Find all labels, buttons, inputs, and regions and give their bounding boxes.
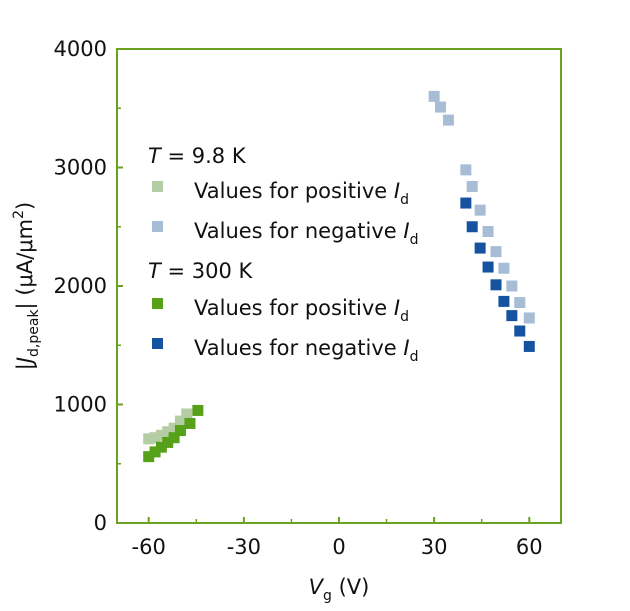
data-point xyxy=(442,114,454,126)
y-tick-label: 3000 xyxy=(54,156,107,180)
data-point xyxy=(514,325,526,337)
legend-label-9-8k-negative: Values for negative Id xyxy=(194,219,418,248)
data-point xyxy=(490,279,502,291)
legend-marker-300k-negative xyxy=(152,338,163,349)
data-point xyxy=(155,441,167,453)
legend-label-300k-negative: Values for negative Id xyxy=(194,336,418,365)
y-axis-ticks: 0 1000 2000 3000 4000 xyxy=(54,37,123,535)
data-point xyxy=(498,295,510,307)
x-tick-label: -60 xyxy=(132,535,166,559)
data-point xyxy=(466,180,478,192)
data-point xyxy=(506,310,518,322)
data-point xyxy=(460,164,472,176)
data-point xyxy=(466,221,478,233)
data-point xyxy=(523,340,535,352)
data-point xyxy=(428,90,440,102)
data-point xyxy=(498,262,510,274)
legend-marker-9-8k-positive xyxy=(152,181,163,192)
x-tick-label: 60 xyxy=(516,535,543,559)
data-point xyxy=(506,280,518,292)
x-axis-ticks: -60 -30 0 30 60 xyxy=(132,517,543,559)
data-point xyxy=(149,432,161,444)
legend-group-title-300k: T = 300 K xyxy=(148,259,254,283)
data-point xyxy=(174,425,186,437)
data-point xyxy=(143,451,155,463)
x-axis-title: Vg (V) xyxy=(309,575,370,604)
x-tick-label: 30 xyxy=(421,535,448,559)
data-point xyxy=(168,422,180,434)
data-point xyxy=(181,408,193,420)
data-point xyxy=(523,312,535,324)
legend: T = 9.8 K Values for positive Id Values … xyxy=(148,144,418,365)
data-point xyxy=(490,246,502,258)
y-axis-title: |Jd,peak| (μA/μm2) xyxy=(11,202,42,371)
data-point xyxy=(192,404,204,416)
data-point xyxy=(434,101,446,113)
data-point xyxy=(162,426,174,438)
data-point xyxy=(174,415,186,427)
data-point xyxy=(143,433,155,445)
x-tick-label: 0 xyxy=(332,535,345,559)
data-point xyxy=(149,446,161,458)
data-points xyxy=(143,90,535,463)
data-point xyxy=(482,225,494,237)
data-point xyxy=(482,261,494,273)
data-point xyxy=(162,436,174,448)
legend-group-title-9-8k: T = 9.8 K xyxy=(148,144,247,168)
y-tick-label: 4000 xyxy=(54,37,107,61)
data-point xyxy=(474,242,486,254)
legend-marker-300k-positive xyxy=(152,298,163,309)
y-tick-label: 1000 xyxy=(54,393,107,417)
data-point xyxy=(168,432,180,444)
legend-label-300k-positive: Values for positive Id xyxy=(194,296,409,325)
legend-label-9-8k-positive: Values for positive Id xyxy=(194,179,409,208)
x-tick-label: -30 xyxy=(227,535,261,559)
legend-marker-9-8k-negative xyxy=(152,221,163,232)
data-point xyxy=(460,197,472,209)
data-point xyxy=(474,204,486,216)
data-point xyxy=(184,417,196,429)
data-point xyxy=(514,297,526,309)
data-point xyxy=(155,429,167,441)
y-tick-label: 0 xyxy=(94,511,107,535)
y-tick-label: 2000 xyxy=(54,274,107,298)
